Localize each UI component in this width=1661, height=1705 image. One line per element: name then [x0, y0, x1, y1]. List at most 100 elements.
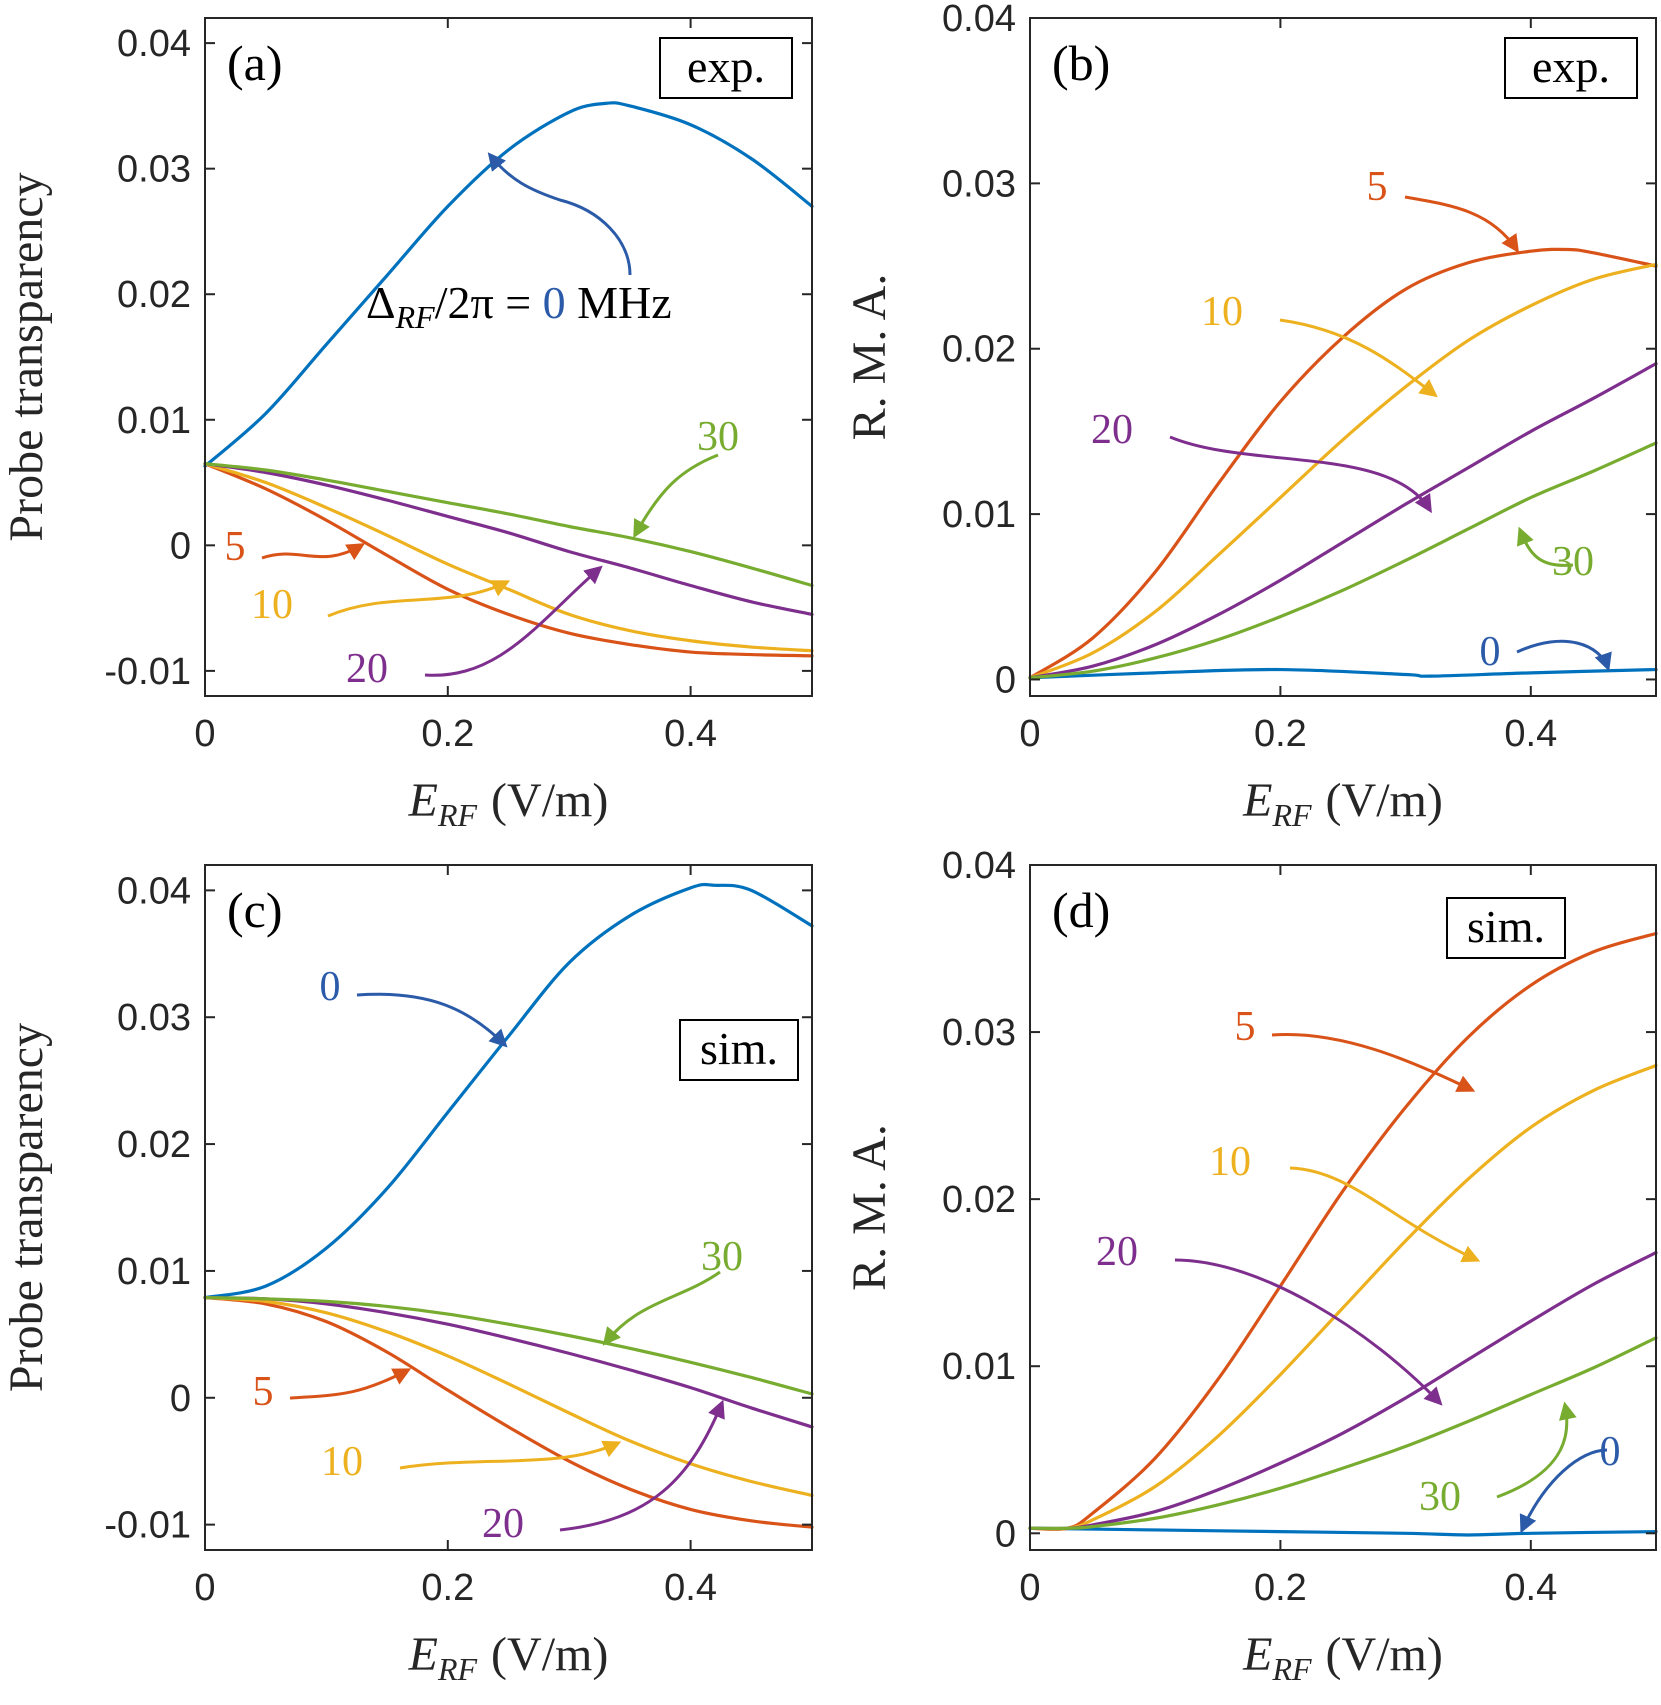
- callout-label-20: 20: [482, 1501, 524, 1547]
- x-axis-sub: RF: [1271, 797, 1312, 833]
- tag-label: exp.: [687, 41, 765, 92]
- y-tick-label: 0.03: [942, 163, 1016, 205]
- callout-arrow-20: [424, 565, 603, 677]
- callout-arrow-5: [261, 543, 366, 561]
- callout-label-5: 5: [225, 524, 246, 570]
- y-tick-label: 0: [170, 525, 191, 567]
- x-tick-label: 0.4: [664, 713, 717, 755]
- y-tick-label: 0.04: [942, 845, 1016, 887]
- x-axis-sub: RF: [437, 1651, 478, 1687]
- x-tick-label: 0.4: [664, 1567, 717, 1609]
- panel-letter: (d): [1052, 882, 1110, 938]
- series-line-10: [1028, 1063, 1658, 1531]
- y-tick-label: 0.03: [942, 1012, 1016, 1054]
- callout-arrow-0: [1519, 1448, 1608, 1534]
- x-axis-label: ERF (V/m): [408, 1628, 609, 1687]
- y-tick-label: -0.01: [104, 651, 191, 693]
- callout-label-10: 10: [251, 582, 293, 628]
- callout-label-0: 0: [1480, 629, 1501, 675]
- callout-arrow-20: [559, 1399, 725, 1532]
- x-tick-label: 0.2: [421, 713, 474, 755]
- callout-label-5: 5: [1367, 164, 1388, 210]
- y-axis-label: R. M. A.: [843, 274, 896, 441]
- x-tick-label: 0.2: [421, 1567, 474, 1609]
- callout-arrow-0: [356, 992, 508, 1048]
- x-axis-sub: RF: [437, 797, 478, 833]
- tag-box: [1504, 37, 1638, 99]
- y-tick-label: 0: [995, 659, 1016, 701]
- callout-arrow-20: [1169, 435, 1432, 514]
- series-line-10: [203, 462, 814, 653]
- callout-label-0: 0: [320, 964, 341, 1010]
- detuning-part: RF: [395, 299, 436, 335]
- callout-arrow-0: [487, 152, 632, 276]
- callout-arrow-30: [1496, 1401, 1577, 1499]
- callout-label-30: 30: [697, 414, 739, 460]
- callout-arrow-30: [602, 1270, 721, 1346]
- series-line-5: [1028, 931, 1658, 1531]
- series-line-0: [1028, 667, 1658, 680]
- x-axis-sub: RF: [1271, 1651, 1312, 1687]
- callout-arrow-10: [327, 580, 511, 618]
- panel-letter: (c): [227, 882, 283, 938]
- axes-frame: [1029, 864, 1657, 1551]
- series-line-10: [1028, 262, 1658, 680]
- series-line-10: [203, 1295, 814, 1498]
- series-line-0: [1028, 1526, 1658, 1537]
- x-axis-var: E: [1242, 774, 1272, 827]
- y-tick-label: 0.02: [942, 329, 1016, 371]
- callout-arrow-10: [399, 1440, 622, 1470]
- axes-frame: [204, 17, 813, 697]
- y-tick-label: 0.03: [117, 997, 191, 1039]
- tag-label: sim.: [1467, 901, 1545, 952]
- callout-arrow-30: [1516, 526, 1574, 567]
- callout-arrow-0: [1516, 639, 1612, 672]
- detuning-part: Δ: [366, 277, 396, 328]
- series-line-0: [203, 882, 814, 1300]
- x-axis-label: ERF (V/m): [1242, 1628, 1443, 1687]
- detuning-part: 0: [543, 277, 566, 328]
- y-tick-label: 0.02: [117, 1124, 191, 1166]
- y-tick-label: 0.02: [942, 1179, 1016, 1221]
- x-axis-unit: (V/m): [1326, 1628, 1443, 1681]
- x-tick-label: 0: [194, 1567, 215, 1609]
- callout-arrow-10: [1289, 1166, 1481, 1263]
- y-tick-label: 0.01: [942, 494, 1016, 536]
- series-line-5: [1028, 247, 1658, 680]
- callout-label-0: 0: [1600, 1429, 1621, 1475]
- tag-label: exp.: [1532, 41, 1610, 92]
- y-tick-label: -0.01: [104, 1505, 191, 1547]
- series-line-20: [1028, 1251, 1658, 1531]
- y-axis-label: R. M. A.: [843, 1124, 896, 1291]
- y-tick-label: 0.01: [117, 1251, 191, 1293]
- y-tick-label: 0.03: [117, 149, 191, 191]
- callout-label-20: 20: [346, 646, 388, 692]
- x-tick-label: 0: [1019, 1567, 1040, 1609]
- callout-label-10: 10: [321, 1439, 363, 1485]
- callout-label-5: 5: [253, 1369, 274, 1415]
- x-axis-unit: (V/m): [1326, 774, 1443, 827]
- axes-frame: [1029, 17, 1657, 697]
- callout-arrow-30: [633, 453, 719, 539]
- series-line-30: [203, 1295, 814, 1396]
- panel-letter: (a): [227, 35, 283, 91]
- callout-label-30: 30: [701, 1234, 743, 1280]
- series-line-20: [203, 462, 814, 616]
- detuning-annotation: ΔRF/2π = 0 MHz: [366, 277, 672, 335]
- y-tick-label: 0.02: [117, 274, 191, 316]
- x-axis-unit: (V/m): [491, 774, 608, 827]
- series-line-5: [203, 1295, 814, 1529]
- x-tick-label: 0: [194, 713, 215, 755]
- callout-label-30: 30: [1552, 539, 1594, 585]
- detuning-part: MHz: [566, 277, 672, 328]
- panel-letter: (b): [1052, 35, 1110, 91]
- callout-label-10: 10: [1201, 289, 1243, 335]
- x-axis-var: E: [1242, 1628, 1272, 1681]
- series-line-30: [203, 462, 814, 588]
- series-line-20: [1028, 362, 1658, 680]
- y-tick-label: 0.01: [942, 1346, 1016, 1388]
- callout-arrow-5: [1404, 195, 1520, 253]
- callout-label-20: 20: [1091, 407, 1133, 453]
